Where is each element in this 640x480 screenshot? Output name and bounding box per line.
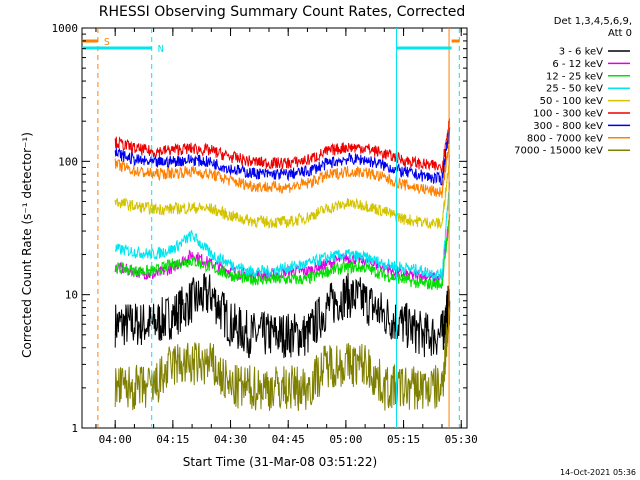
x-tick-label: 05:15 [387,433,420,446]
y-tick-label: 10 [65,289,78,302]
series-line-3 [115,181,451,281]
legend-label-6: 300 - 800 keV [533,121,603,132]
chart-title: RHESSI Observing Summary Count Rates, Co… [99,4,465,20]
y-axis-label: Corrected Count Rate (s⁻¹ detector⁻¹) [20,132,34,358]
legend-label-3: 25 - 50 keV [546,84,603,95]
y-axis-ticks: 1 10 100 1000 [52,22,467,435]
x-tick-label: 04:15 [156,433,189,446]
legend-label-5: 100 - 300 keV [533,109,603,120]
y-tick-label: 1 [71,422,78,435]
generation-date: 14-Oct-2021 05:36 [560,468,636,477]
legend-header-line-2: Att 0 [608,28,632,39]
x-axis-label: Start Time (31-Mar-08 03:51:22) [183,455,377,469]
series-line-5 [114,118,451,174]
legend-label-0: 3 - 6 keV [559,47,603,58]
legend-label-4: 50 - 100 keV [540,96,604,107]
series-line-6 [114,127,451,186]
series-line-7 [114,135,451,199]
legend-label-2: 12 - 25 keV [546,71,603,82]
series-line-2 [114,214,451,291]
x-tick-label: 05:00 [329,433,362,446]
flag-label-N: N [158,44,164,55]
y-tick-label: 1000 [52,22,79,35]
legend-label-7: 800 - 7000 keV [527,133,603,144]
x-tick-label: 05:30 [445,433,478,446]
legend-label-1: 6 - 12 keV [552,59,603,70]
x-axis-ticks: 04:00 04:15 04:30 04:45 05:00 05:15 05:30 [95,28,478,446]
flag-label-S: S [104,37,110,48]
y-tick-label: 100 [58,155,78,168]
legend-header: Det 1,3,4,5,6,9, Att 0 [554,16,632,39]
series-line-4 [114,154,451,229]
plot-frame [81,27,468,429]
x-tick-label: 04:45 [272,433,305,446]
series-line-8 [114,305,451,411]
series-line-0 [114,272,451,359]
legend-header-line-1: Det 1,3,4,5,6,9, [554,16,632,27]
plot-area: SN [82,28,460,428]
x-tick-label: 04:00 [99,433,132,446]
legend-label-8: 7000 - 15000 keV [514,146,603,157]
x-tick-label: 04:30 [214,433,247,446]
